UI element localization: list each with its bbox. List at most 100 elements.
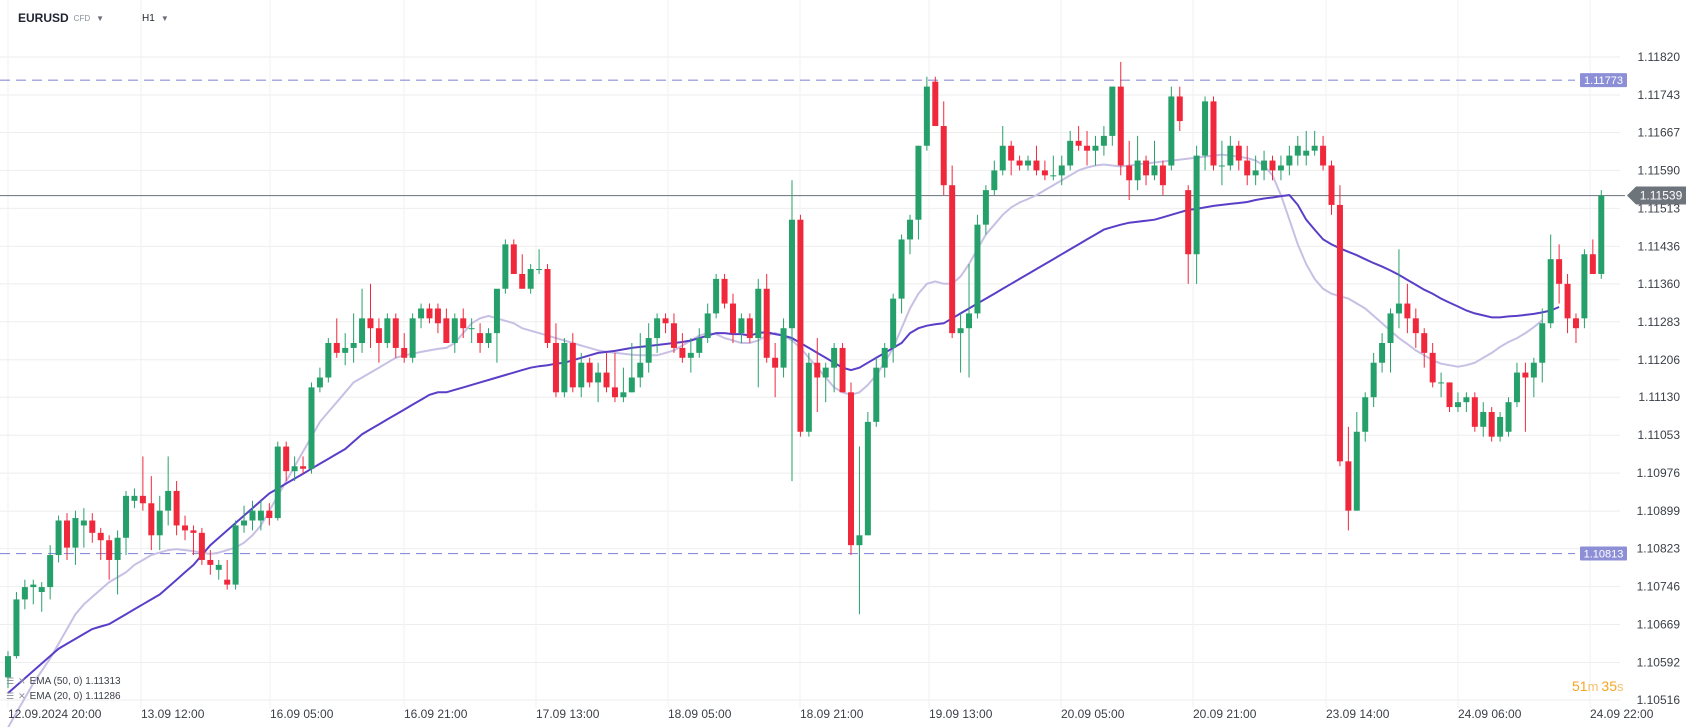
candle-body	[797, 219, 804, 432]
candle	[308, 382, 315, 474]
timeframe-dropdown-caret-icon[interactable]: ▼	[160, 13, 169, 23]
candle	[527, 264, 534, 294]
price-tick-label: 1.11206	[1638, 353, 1681, 367]
candle-body	[131, 495, 138, 501]
candle-body	[1556, 259, 1563, 284]
candle	[1387, 308, 1394, 373]
candle	[1539, 308, 1546, 383]
candle-body	[721, 278, 728, 304]
candle-body	[1311, 145, 1318, 151]
indicator-legend-ema50[interactable]: ☰ ✕ EMA (50, 0) 1.11313	[6, 676, 121, 687]
candle	[1581, 249, 1588, 329]
candle-body	[620, 392, 627, 398]
time-tick-label: 20.09 21:00	[1193, 707, 1257, 721]
candle	[215, 559, 222, 580]
symbol-name[interactable]: EURUSD	[18, 11, 69, 25]
candle	[940, 101, 947, 196]
settings-icon[interactable]: ☰	[6, 676, 15, 686]
candle	[637, 333, 644, 388]
candle	[1412, 308, 1419, 348]
settings-icon[interactable]: ☰	[6, 691, 15, 701]
candle-body	[780, 328, 787, 368]
candle-body	[1277, 165, 1284, 171]
candle	[148, 476, 155, 551]
candle	[1286, 145, 1293, 176]
candle-body	[603, 372, 610, 388]
candle	[38, 582, 45, 612]
candle	[1277, 155, 1284, 181]
remove-icon[interactable]: ✕	[18, 691, 26, 701]
candle-body	[1598, 195, 1605, 274]
candle	[611, 352, 618, 403]
candle	[966, 264, 973, 378]
candle-body	[1446, 382, 1453, 408]
candle-body	[468, 328, 475, 330]
candle-body	[64, 520, 71, 548]
candle	[392, 313, 399, 358]
time-axis[interactable]: 12.09.2024 20:00 13.09 12:00 16.09 05:00 16…	[8, 707, 1654, 721]
candle-body	[1429, 352, 1436, 383]
countdown-minutes-unit: m	[1587, 679, 1599, 694]
price-tick-label: 1.11513	[1638, 201, 1681, 215]
candle-body	[1058, 165, 1065, 176]
candle-body	[510, 244, 517, 274]
candle	[443, 308, 450, 343]
candle-body	[1497, 416, 1504, 437]
candle-body	[763, 288, 770, 358]
candle-body	[1033, 160, 1040, 171]
candle	[1471, 392, 1478, 432]
candle	[5, 651, 11, 689]
candle-body	[148, 503, 155, 536]
candle	[679, 333, 686, 363]
price-tick-label: 1.11743	[1638, 88, 1681, 102]
candle-body	[527, 269, 534, 289]
candle	[106, 535, 113, 580]
candle	[1336, 185, 1343, 467]
indicator-legend-ema20[interactable]: ☰ ✕ EMA (20, 0) 1.11286	[6, 691, 121, 702]
price-axis[interactable]: 1.11820 1.11743 1.11667 1.11590 1.11513 1.114…	[1637, 50, 1681, 707]
candle	[451, 313, 458, 353]
candle	[274, 441, 281, 521]
candle-body	[80, 520, 87, 526]
candle	[519, 254, 526, 289]
candle-body	[333, 342, 340, 353]
candle-body	[873, 367, 880, 422]
candle-body	[645, 338, 652, 363]
candle-body	[215, 564, 222, 570]
candle	[1050, 155, 1057, 181]
candle	[982, 185, 989, 235]
price-tick-label: 1.11820	[1638, 50, 1681, 64]
candle-body	[890, 298, 897, 348]
symbol-dropdown-caret-icon[interactable]: ▼	[96, 13, 105, 23]
price-tick-label: 1.11436	[1638, 239, 1681, 253]
candle	[1446, 382, 1453, 413]
candle	[704, 303, 711, 343]
indicator-label: EMA (20, 0) 1.11286	[29, 691, 121, 702]
candle	[350, 313, 357, 363]
candle	[1176, 86, 1183, 131]
candle-body	[611, 387, 618, 398]
candle-body	[982, 190, 989, 225]
candle	[359, 288, 366, 353]
timeframe-selector[interactable]: H1	[142, 12, 155, 24]
candle-body	[788, 219, 795, 329]
candle	[401, 333, 408, 363]
candle	[333, 318, 340, 358]
candle-body	[1353, 431, 1360, 511]
candle	[1134, 135, 1141, 191]
candle-body	[637, 362, 644, 378]
candle	[30, 579, 37, 605]
candle-body	[55, 520, 62, 556]
remove-icon[interactable]: ✕	[18, 676, 26, 686]
price-tick-label: 1.10516	[1637, 693, 1681, 707]
candle-body	[864, 421, 871, 536]
candle	[1126, 140, 1133, 200]
candle-body	[1151, 165, 1158, 176]
candle-body	[679, 347, 686, 358]
candle	[156, 495, 163, 551]
candle-body	[106, 540, 113, 560]
candle-body	[1303, 150, 1310, 156]
candle	[1261, 150, 1268, 181]
candle	[224, 559, 231, 590]
